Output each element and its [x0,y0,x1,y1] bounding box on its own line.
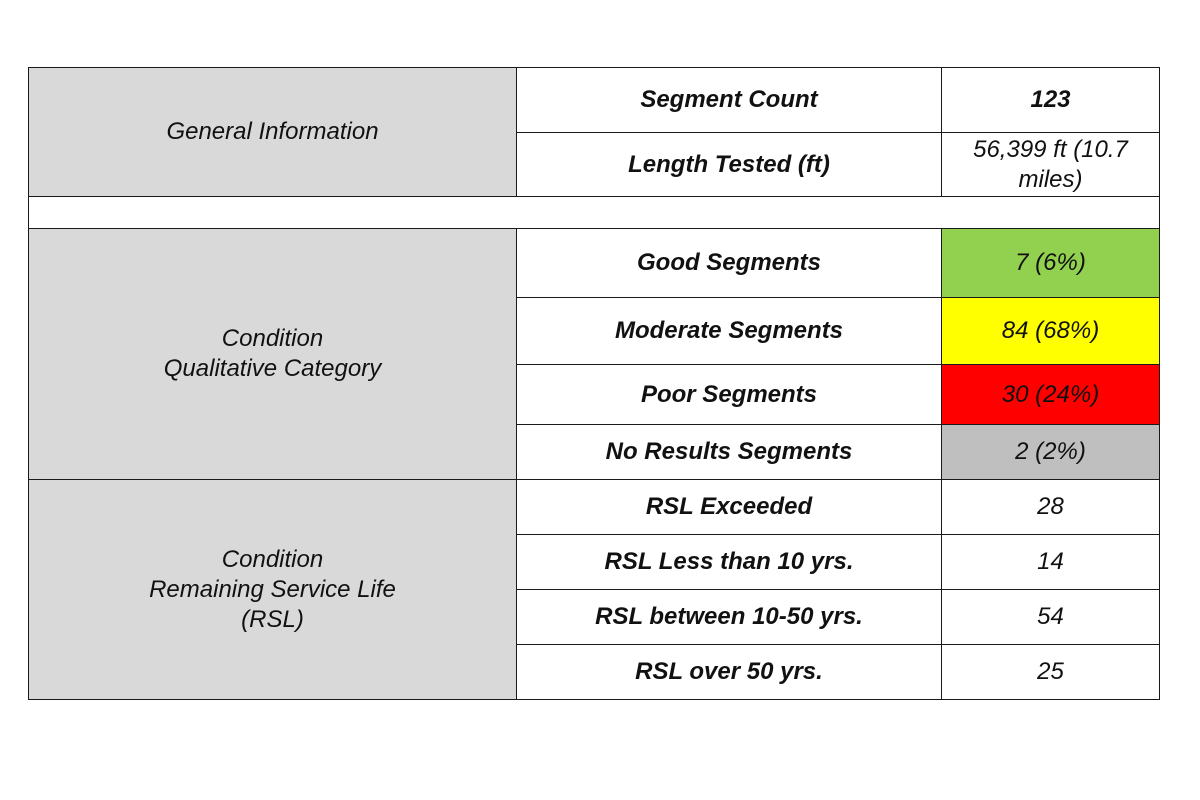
table-row: Condition Qualitative Category Good Segm… [28,228,1160,480]
rsl-10-50-value: 54 [941,589,1160,645]
rsl-less-than-10-value: 14 [941,534,1160,590]
qualitative-category-line2: Qualitative Category [163,355,382,382]
rsl-exceeded-label: RSL Exceeded [516,479,942,535]
segment-count-value: 123 [941,67,1160,133]
table-row: General Information Segment Count 123 [28,67,1160,197]
segment-count-label: Segment Count [516,67,942,133]
table-row: No Results Segments 2 (2%) [29,424,1160,480]
length-tested-value-line2: miles) [1018,165,1083,193]
poor-segments-value: 30 (24%) [941,364,1160,425]
good-segments-value: 7 (6%) [941,228,1160,298]
rsl-less-than-10-label: RSL Less than 10 yrs. [516,534,942,590]
rsl-category-line1: Condition [221,545,324,573]
spacer-row [28,196,1160,229]
rsl-category: Condition Remaining Service Life (RSL) [28,479,517,700]
table-row: Condition Remaining Service Life (RSL) R… [28,479,1160,700]
rsl-category-line2: Remaining Service Life [149,575,396,603]
qualitative-category: Condition Qualitative Category [28,228,517,480]
qualitative-category-line1: Condition [221,325,324,352]
length-tested-label: Length Tested (ft) [516,132,942,197]
table-row: RSL over 50 yrs. 25 [29,644,1160,700]
moderate-segments-value: 84 (68%) [941,297,1160,365]
moderate-segments-label: Moderate Segments [516,297,942,365]
table-row: Length Tested (ft) 56,399 ft (10.7 miles… [29,132,1160,197]
spacer-cell [28,196,1160,229]
length-tested-value-line1: 56,399 ft (10.7 [973,135,1128,163]
table-row: RSL between 10-50 yrs. 54 [29,589,1160,645]
no-results-segments-label: No Results Segments [516,424,942,480]
rsl-over-50-label: RSL over 50 yrs. [516,644,942,700]
table-row: RSL Less than 10 yrs. 14 [29,534,1160,590]
poor-segments-label: Poor Segments [516,364,942,425]
rsl-exceeded-value: 28 [941,479,1160,535]
length-tested-value: 56,399 ft (10.7 miles) [941,132,1160,197]
no-results-segments-value: 2 (2%) [941,424,1160,480]
rsl-over-50-value: 25 [941,644,1160,700]
condition-summary-table: General Information Segment Count 123 Le… [28,67,1160,700]
general-information-category: General Information [28,67,517,197]
good-segments-label: Good Segments [516,228,942,298]
table-row: Poor Segments 30 (24%) [29,364,1160,425]
rsl-10-50-label: RSL between 10-50 yrs. [516,589,942,645]
rsl-category-line3: (RSL) [241,605,304,633]
